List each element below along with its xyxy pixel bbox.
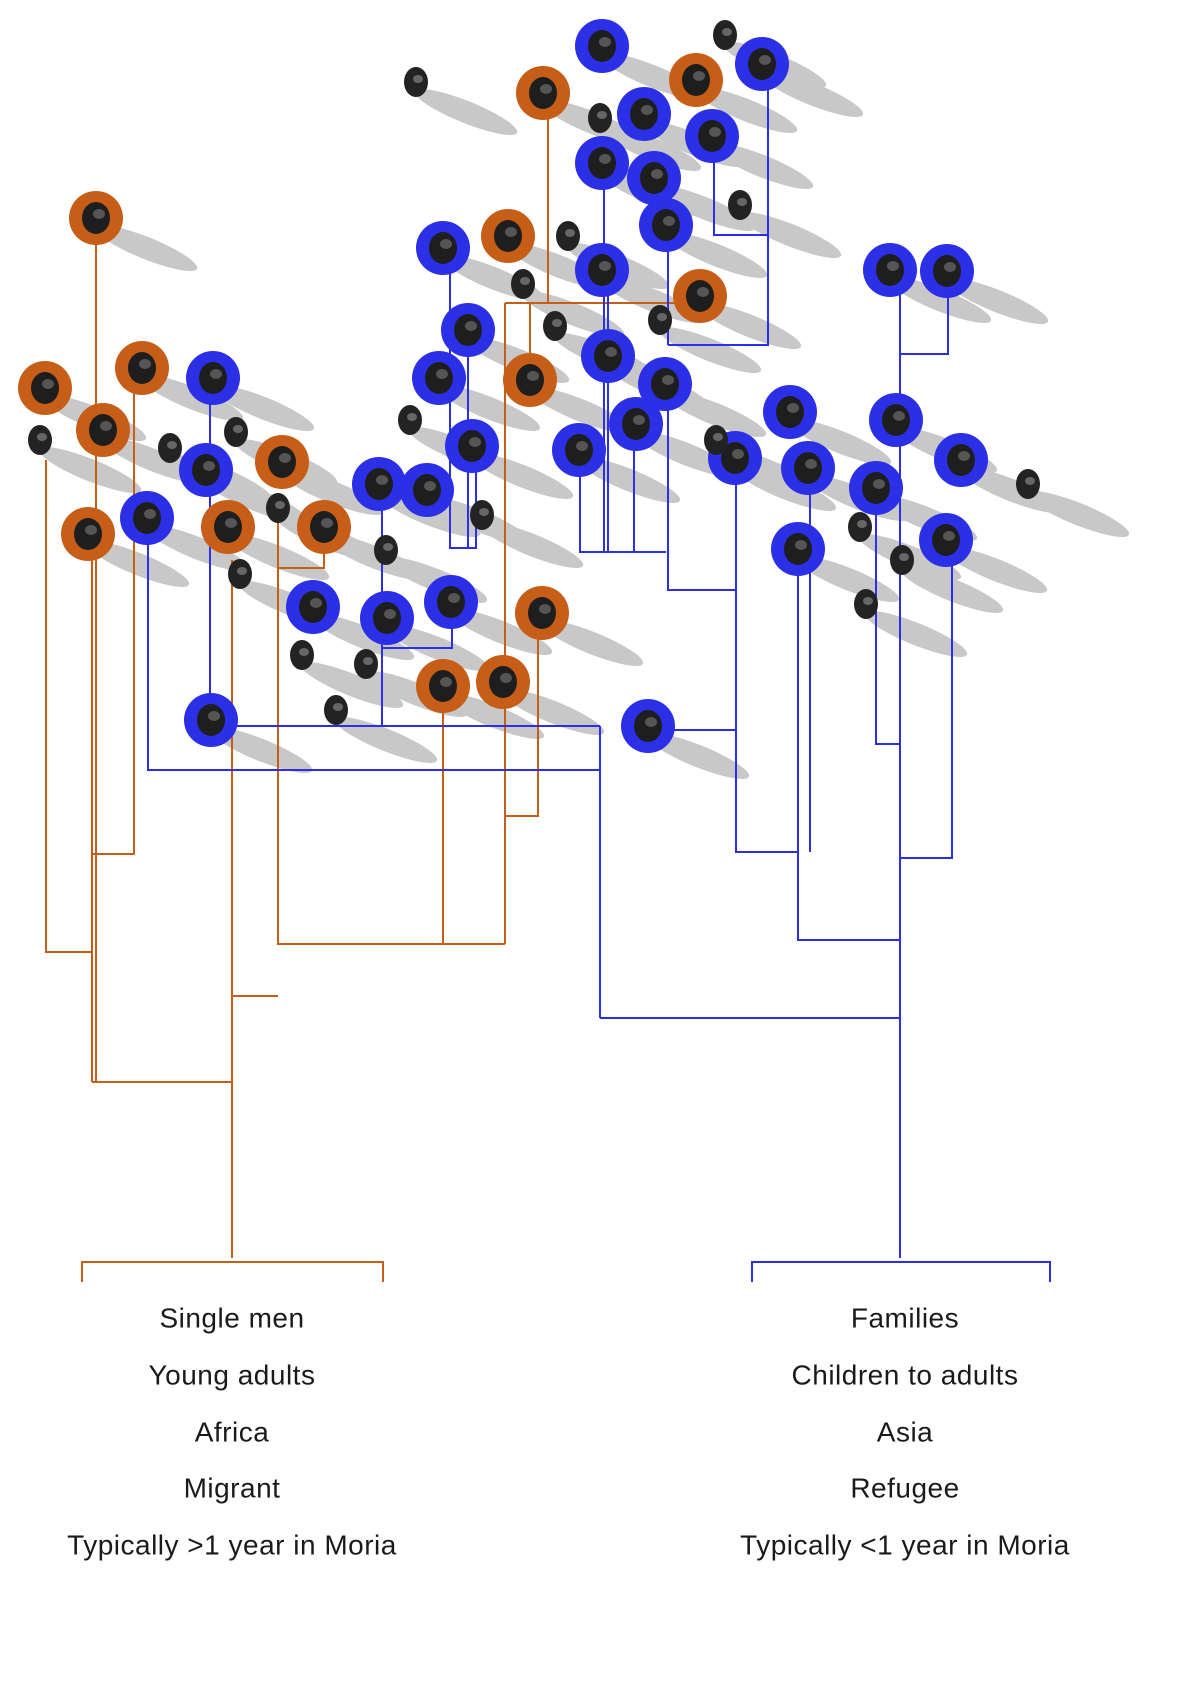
person-detail bbox=[805, 459, 817, 469]
person-detail bbox=[233, 425, 243, 433]
bracket bbox=[752, 1262, 1050, 1282]
shadow bbox=[1023, 483, 1133, 545]
label: Children to adults bbox=[792, 1359, 1019, 1390]
person-detail bbox=[787, 403, 799, 413]
person-detail bbox=[599, 261, 611, 271]
shadow bbox=[477, 514, 587, 576]
person-detail bbox=[37, 433, 47, 441]
person-detail bbox=[448, 593, 460, 603]
person-detail bbox=[1025, 477, 1035, 485]
person-detail bbox=[599, 154, 611, 164]
person-detail bbox=[693, 71, 705, 81]
person-detail bbox=[321, 518, 333, 528]
label: Families bbox=[851, 1302, 959, 1333]
person-detail bbox=[376, 475, 388, 485]
person-detail bbox=[663, 216, 675, 226]
person-detail bbox=[552, 319, 562, 327]
person-detail bbox=[645, 717, 657, 727]
person-detail bbox=[873, 479, 885, 489]
person-detail bbox=[887, 261, 899, 271]
person-detail bbox=[899, 553, 909, 561]
person-detail bbox=[527, 371, 539, 381]
person-detail bbox=[657, 313, 667, 321]
person-detail bbox=[958, 451, 970, 461]
person-detail bbox=[722, 28, 732, 36]
label: Refugee bbox=[850, 1472, 959, 1503]
person-detail bbox=[520, 277, 530, 285]
person-detail bbox=[440, 677, 452, 687]
label: Single men bbox=[159, 1302, 304, 1333]
person-detail bbox=[500, 673, 512, 683]
person-detail bbox=[100, 421, 112, 431]
person-detail bbox=[863, 597, 873, 605]
person-detail bbox=[363, 657, 373, 665]
person-detail bbox=[139, 359, 151, 369]
person-detail bbox=[479, 508, 489, 516]
person-detail bbox=[275, 501, 285, 509]
label: Typically <1 year in Moria bbox=[740, 1529, 1070, 1560]
person-detail bbox=[167, 441, 177, 449]
person-detail bbox=[662, 375, 674, 385]
person-detail bbox=[732, 449, 744, 459]
person-detail bbox=[605, 347, 617, 357]
person-detail bbox=[333, 703, 343, 711]
person-detail bbox=[469, 437, 481, 447]
person-detail bbox=[599, 37, 611, 47]
person-detail bbox=[85, 525, 97, 535]
person-detail bbox=[893, 411, 905, 421]
person-detail bbox=[795, 540, 807, 550]
person-detail bbox=[93, 209, 105, 219]
person-detail bbox=[759, 55, 771, 65]
person-detail bbox=[210, 369, 222, 379]
person-detail bbox=[737, 198, 747, 206]
diagram: Single men Young adults Africa Migrant T… bbox=[0, 0, 1181, 1690]
person-detail bbox=[299, 648, 309, 656]
person-detail bbox=[857, 520, 867, 528]
person-detail bbox=[713, 433, 723, 441]
label: Migrant bbox=[184, 1472, 281, 1503]
person-detail bbox=[203, 461, 215, 471]
person-detail bbox=[384, 609, 396, 619]
person-detail bbox=[641, 105, 653, 115]
person-detail bbox=[42, 379, 54, 389]
person-detail bbox=[651, 169, 663, 179]
person-detail bbox=[237, 567, 247, 575]
person-detail bbox=[225, 518, 237, 528]
person-detail bbox=[943, 531, 955, 541]
person-detail bbox=[436, 369, 448, 379]
person-detail bbox=[505, 227, 517, 237]
left-labels: Single men Young adults Africa Migrant T… bbox=[67, 1302, 397, 1560]
person-detail bbox=[208, 711, 220, 721]
person-detail bbox=[697, 287, 709, 297]
shadow bbox=[331, 709, 441, 771]
person-detail bbox=[144, 509, 156, 519]
person-detail bbox=[310, 598, 322, 608]
person-detail bbox=[540, 84, 552, 94]
shadow bbox=[861, 603, 971, 665]
bracket bbox=[82, 1262, 383, 1282]
label: Africa bbox=[195, 1416, 270, 1447]
person-detail bbox=[597, 111, 607, 119]
label: Typically >1 year in Moria bbox=[67, 1529, 397, 1560]
label: Asia bbox=[877, 1416, 933, 1447]
right-labels: Families Children to adults Asia Refugee… bbox=[740, 1302, 1070, 1560]
label: Young adults bbox=[149, 1359, 316, 1390]
person-detail bbox=[944, 262, 956, 272]
person-detail bbox=[465, 321, 477, 331]
person-detail bbox=[424, 481, 436, 491]
person-detail bbox=[633, 415, 645, 425]
person-detail bbox=[440, 239, 452, 249]
person-detail bbox=[413, 75, 423, 83]
shadow bbox=[411, 81, 521, 143]
person-detail bbox=[709, 127, 721, 137]
person-detail bbox=[565, 229, 575, 237]
person-detail bbox=[576, 441, 588, 451]
person-detail bbox=[407, 413, 417, 421]
person-detail bbox=[279, 453, 291, 463]
person-detail bbox=[539, 604, 551, 614]
person-detail bbox=[383, 543, 393, 551]
